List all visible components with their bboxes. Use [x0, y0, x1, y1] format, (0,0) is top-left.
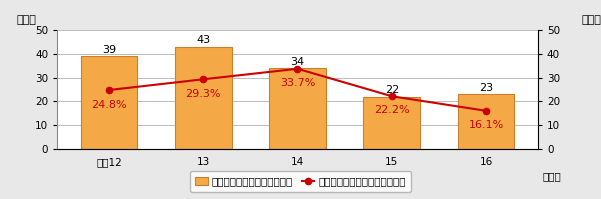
- Text: 39: 39: [102, 45, 116, 55]
- Bar: [175, 47, 231, 149]
- Text: 43: 43: [196, 35, 210, 45]
- Bar: [269, 68, 326, 149]
- Text: 24.8%: 24.8%: [91, 100, 127, 110]
- Text: 23: 23: [479, 83, 493, 93]
- Bar: [458, 94, 514, 149]
- Bar: [364, 97, 420, 149]
- Text: （年）: （年）: [543, 171, 561, 181]
- Text: 16.1%: 16.1%: [468, 120, 504, 130]
- Text: 22.2%: 22.2%: [374, 105, 410, 115]
- Text: 33.7%: 33.7%: [280, 78, 315, 88]
- Bar: [81, 56, 137, 149]
- Text: 22: 22: [385, 85, 399, 95]
- Legend: 新規上場情報通信関連企業数, 全新規上場企業数に占める比率: 新規上場情報通信関連企業数, 全新規上場企業数に占める比率: [190, 171, 411, 192]
- Text: （数）: （数）: [16, 15, 36, 25]
- Text: 29.3%: 29.3%: [186, 89, 221, 99]
- Text: （％）: （％）: [581, 15, 601, 25]
- Text: 34: 34: [290, 57, 305, 67]
